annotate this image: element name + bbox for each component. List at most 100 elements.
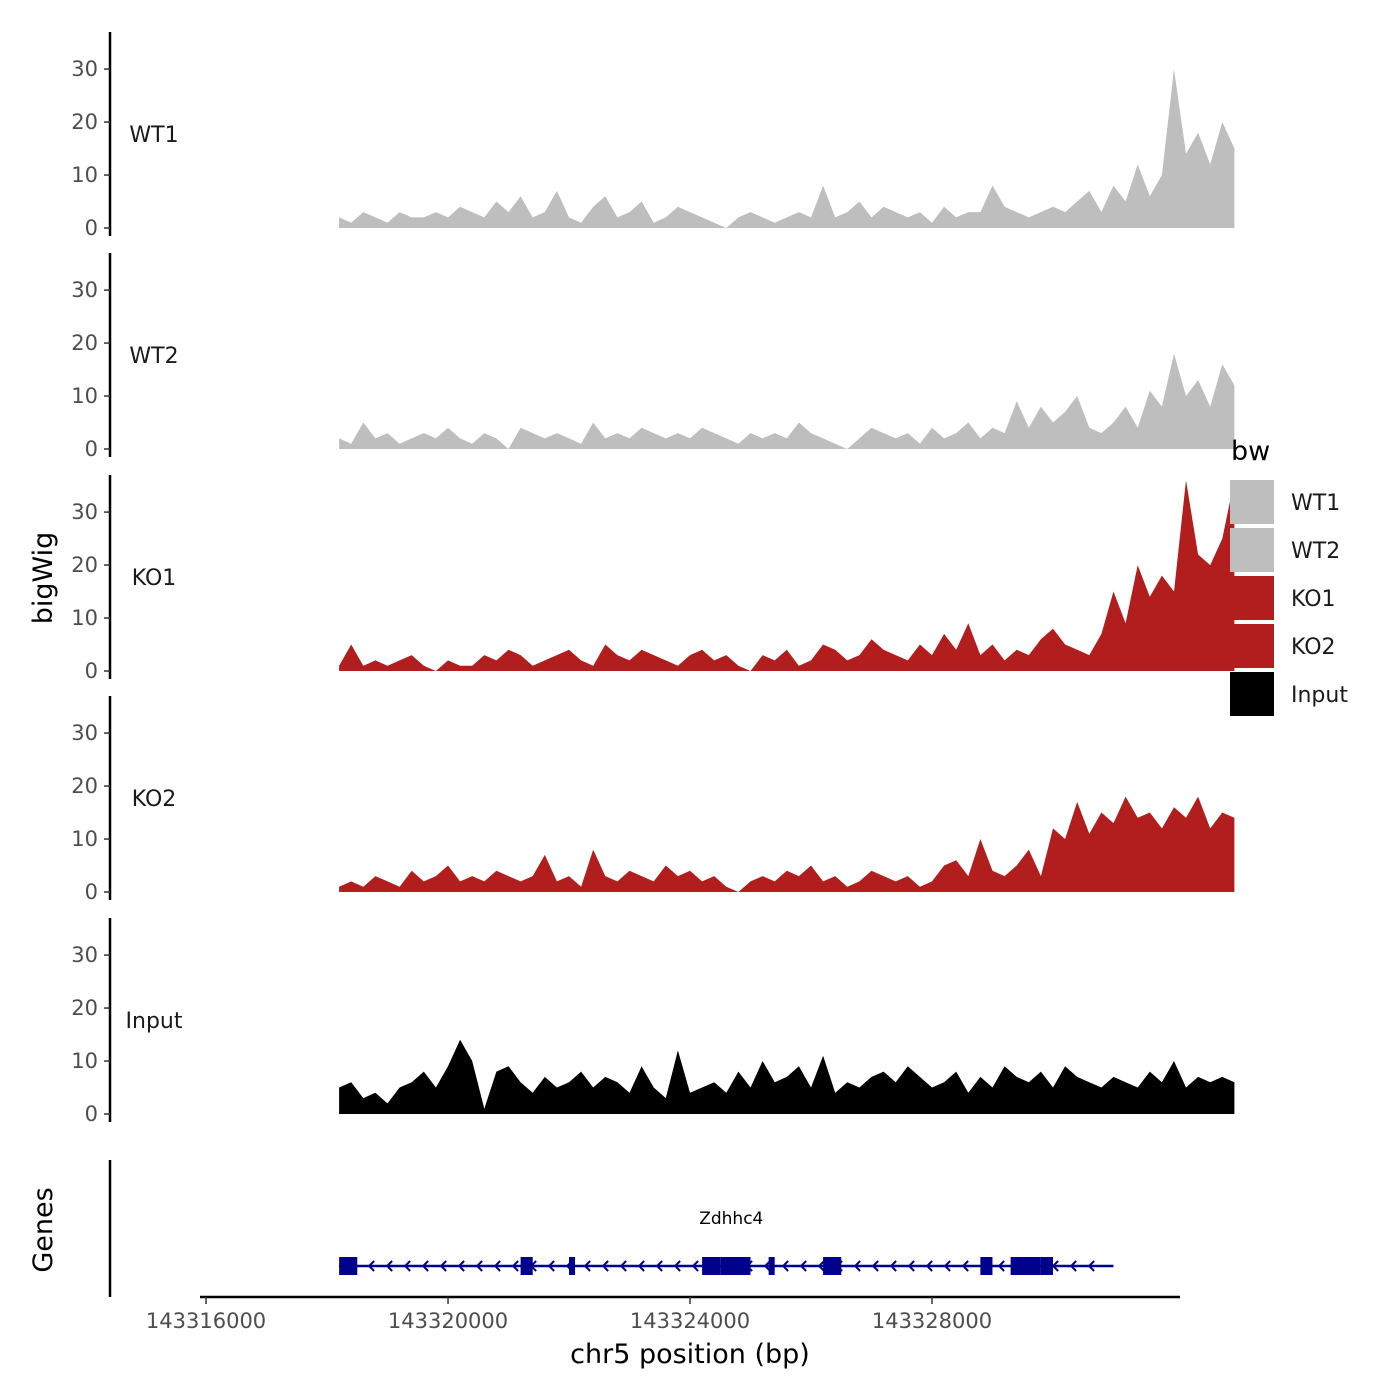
gene-exon	[1040, 1257, 1053, 1275]
strand-arrow	[403, 1260, 411, 1272]
track-wt2: 0 10 20 30 WT2	[71, 253, 1235, 461]
track-input: 0 10 20 30 Input	[71, 918, 1235, 1126]
legend: bw WT1 WT2 KO1 KO2 Input	[1230, 436, 1348, 716]
y-tick-label: 0	[85, 880, 98, 904]
strand-arrow	[943, 1260, 951, 1272]
signal-area-wt2	[339, 353, 1235, 449]
strand-arrow	[763, 1260, 771, 1272]
strand-arrow	[385, 1260, 393, 1272]
y-tick-label: 30	[71, 721, 98, 745]
strand-arrow	[871, 1260, 879, 1272]
legend-label-wt2: WT2	[1291, 539, 1340, 564]
y-tick-label: 20	[71, 774, 98, 798]
y-tick-label: 0	[85, 1102, 98, 1126]
y-axis-title: bigWig	[28, 532, 59, 625]
track-label: WT2	[129, 344, 178, 369]
strand-arrow	[601, 1260, 609, 1272]
legend-swatch-wt1	[1230, 480, 1274, 524]
strand-arrow	[691, 1260, 699, 1272]
y-tick-label: 10	[71, 384, 98, 408]
strand-arrow	[1087, 1260, 1095, 1272]
y-tick-label: 20	[71, 110, 98, 134]
gene-exon	[702, 1257, 721, 1275]
track-wt1: 0 10 20 30 WT1	[71, 32, 1235, 240]
genes-panel: Zdhhc4	[108, 1160, 1114, 1297]
strand-arrow	[439, 1260, 447, 1272]
strand-arrow	[511, 1260, 519, 1272]
gene-exon	[339, 1257, 358, 1275]
genes-axis-title: Genes	[28, 1187, 59, 1272]
strand-arrow	[1051, 1260, 1059, 1272]
y-tick-label: 20	[71, 331, 98, 355]
y-tick-label: 30	[71, 943, 98, 967]
signal-area-wt1	[339, 69, 1235, 228]
x-tick-label: 143316000	[146, 1309, 266, 1333]
track-label: Input	[126, 1009, 183, 1034]
y-tick-label: 20	[71, 996, 98, 1020]
y-tick-label: 30	[71, 278, 98, 302]
gene-exon	[768, 1257, 775, 1275]
track-label: WT1	[129, 123, 178, 148]
gene-exon	[569, 1257, 576, 1275]
gene-exon	[1010, 1257, 1041, 1275]
y-tick-label: 30	[71, 57, 98, 81]
strand-arrow	[997, 1260, 1005, 1272]
x-tick-label: 143324000	[630, 1309, 750, 1333]
strand-arrow	[781, 1260, 789, 1272]
x-axis: 143316000 143320000 143324000 143328000	[146, 1295, 1180, 1333]
strand-arrow	[817, 1260, 825, 1272]
track-label: KO1	[132, 566, 177, 591]
y-tick-label: 10	[71, 1049, 98, 1073]
gene-exon	[980, 1257, 993, 1275]
strand-arrow	[637, 1260, 645, 1272]
signal-area-ko1	[339, 480, 1235, 671]
legend-label-wt1: WT1	[1291, 491, 1340, 516]
signal-tracks: 0 10 20 30 WT1 0 10 20 30 WT2 0 10 20 30 KO1 0 10 20 30 KO2…	[71, 32, 1235, 1126]
strand-arrow	[583, 1260, 591, 1272]
x-axis-title: chr5 position (bp)	[570, 1339, 810, 1370]
y-tick-label: 0	[85, 659, 98, 683]
gene-exon	[823, 1257, 842, 1275]
strand-arrow	[475, 1260, 483, 1272]
track-label: KO2	[132, 787, 177, 812]
legend-swatch-ko2	[1230, 624, 1274, 668]
strand-arrow	[457, 1260, 465, 1272]
strand-arrow	[673, 1260, 681, 1272]
y-tick-label: 10	[71, 827, 98, 851]
track-ko2: 0 10 20 30 KO2	[71, 696, 1235, 904]
strand-arrow	[1069, 1260, 1077, 1272]
legend-label-ko2: KO2	[1291, 635, 1336, 660]
y-tick-label: 0	[85, 216, 98, 240]
legend-swatch-input	[1230, 672, 1274, 716]
strand-arrow	[907, 1260, 915, 1272]
legend-swatch-wt2	[1230, 528, 1274, 572]
strand-arrow	[853, 1260, 861, 1272]
strand-arrow	[655, 1260, 663, 1272]
legend-label-input: Input	[1291, 683, 1348, 708]
legend-swatch-ko1	[1230, 576, 1274, 620]
signal-area-ko2	[339, 796, 1235, 892]
strand-arrow	[367, 1260, 375, 1272]
strand-arrow	[421, 1260, 429, 1272]
strand-arrow	[799, 1260, 807, 1272]
x-tick-label: 143320000	[388, 1309, 508, 1333]
strand-arrow	[547, 1260, 555, 1272]
gene-exon	[720, 1257, 751, 1275]
y-tick-label: 0	[85, 437, 98, 461]
strand-arrow	[889, 1260, 897, 1272]
y-tick-label: 10	[71, 163, 98, 187]
strand-arrow	[925, 1260, 933, 1272]
y-tick-label: 10	[71, 606, 98, 630]
gene-name-label: Zdhhc4	[699, 1209, 763, 1229]
track-ko1: 0 10 20 30 KO1	[71, 475, 1235, 683]
strand-arrow	[619, 1260, 627, 1272]
y-tick-label: 30	[71, 500, 98, 524]
strand-arrow	[961, 1260, 969, 1272]
legend-label-ko1: KO1	[1291, 587, 1336, 612]
legend-title: bw	[1231, 436, 1270, 467]
x-tick-label: 143328000	[872, 1309, 992, 1333]
signal-area-input	[339, 1039, 1235, 1114]
strand-arrow	[493, 1260, 501, 1272]
gene-exon	[520, 1257, 533, 1275]
